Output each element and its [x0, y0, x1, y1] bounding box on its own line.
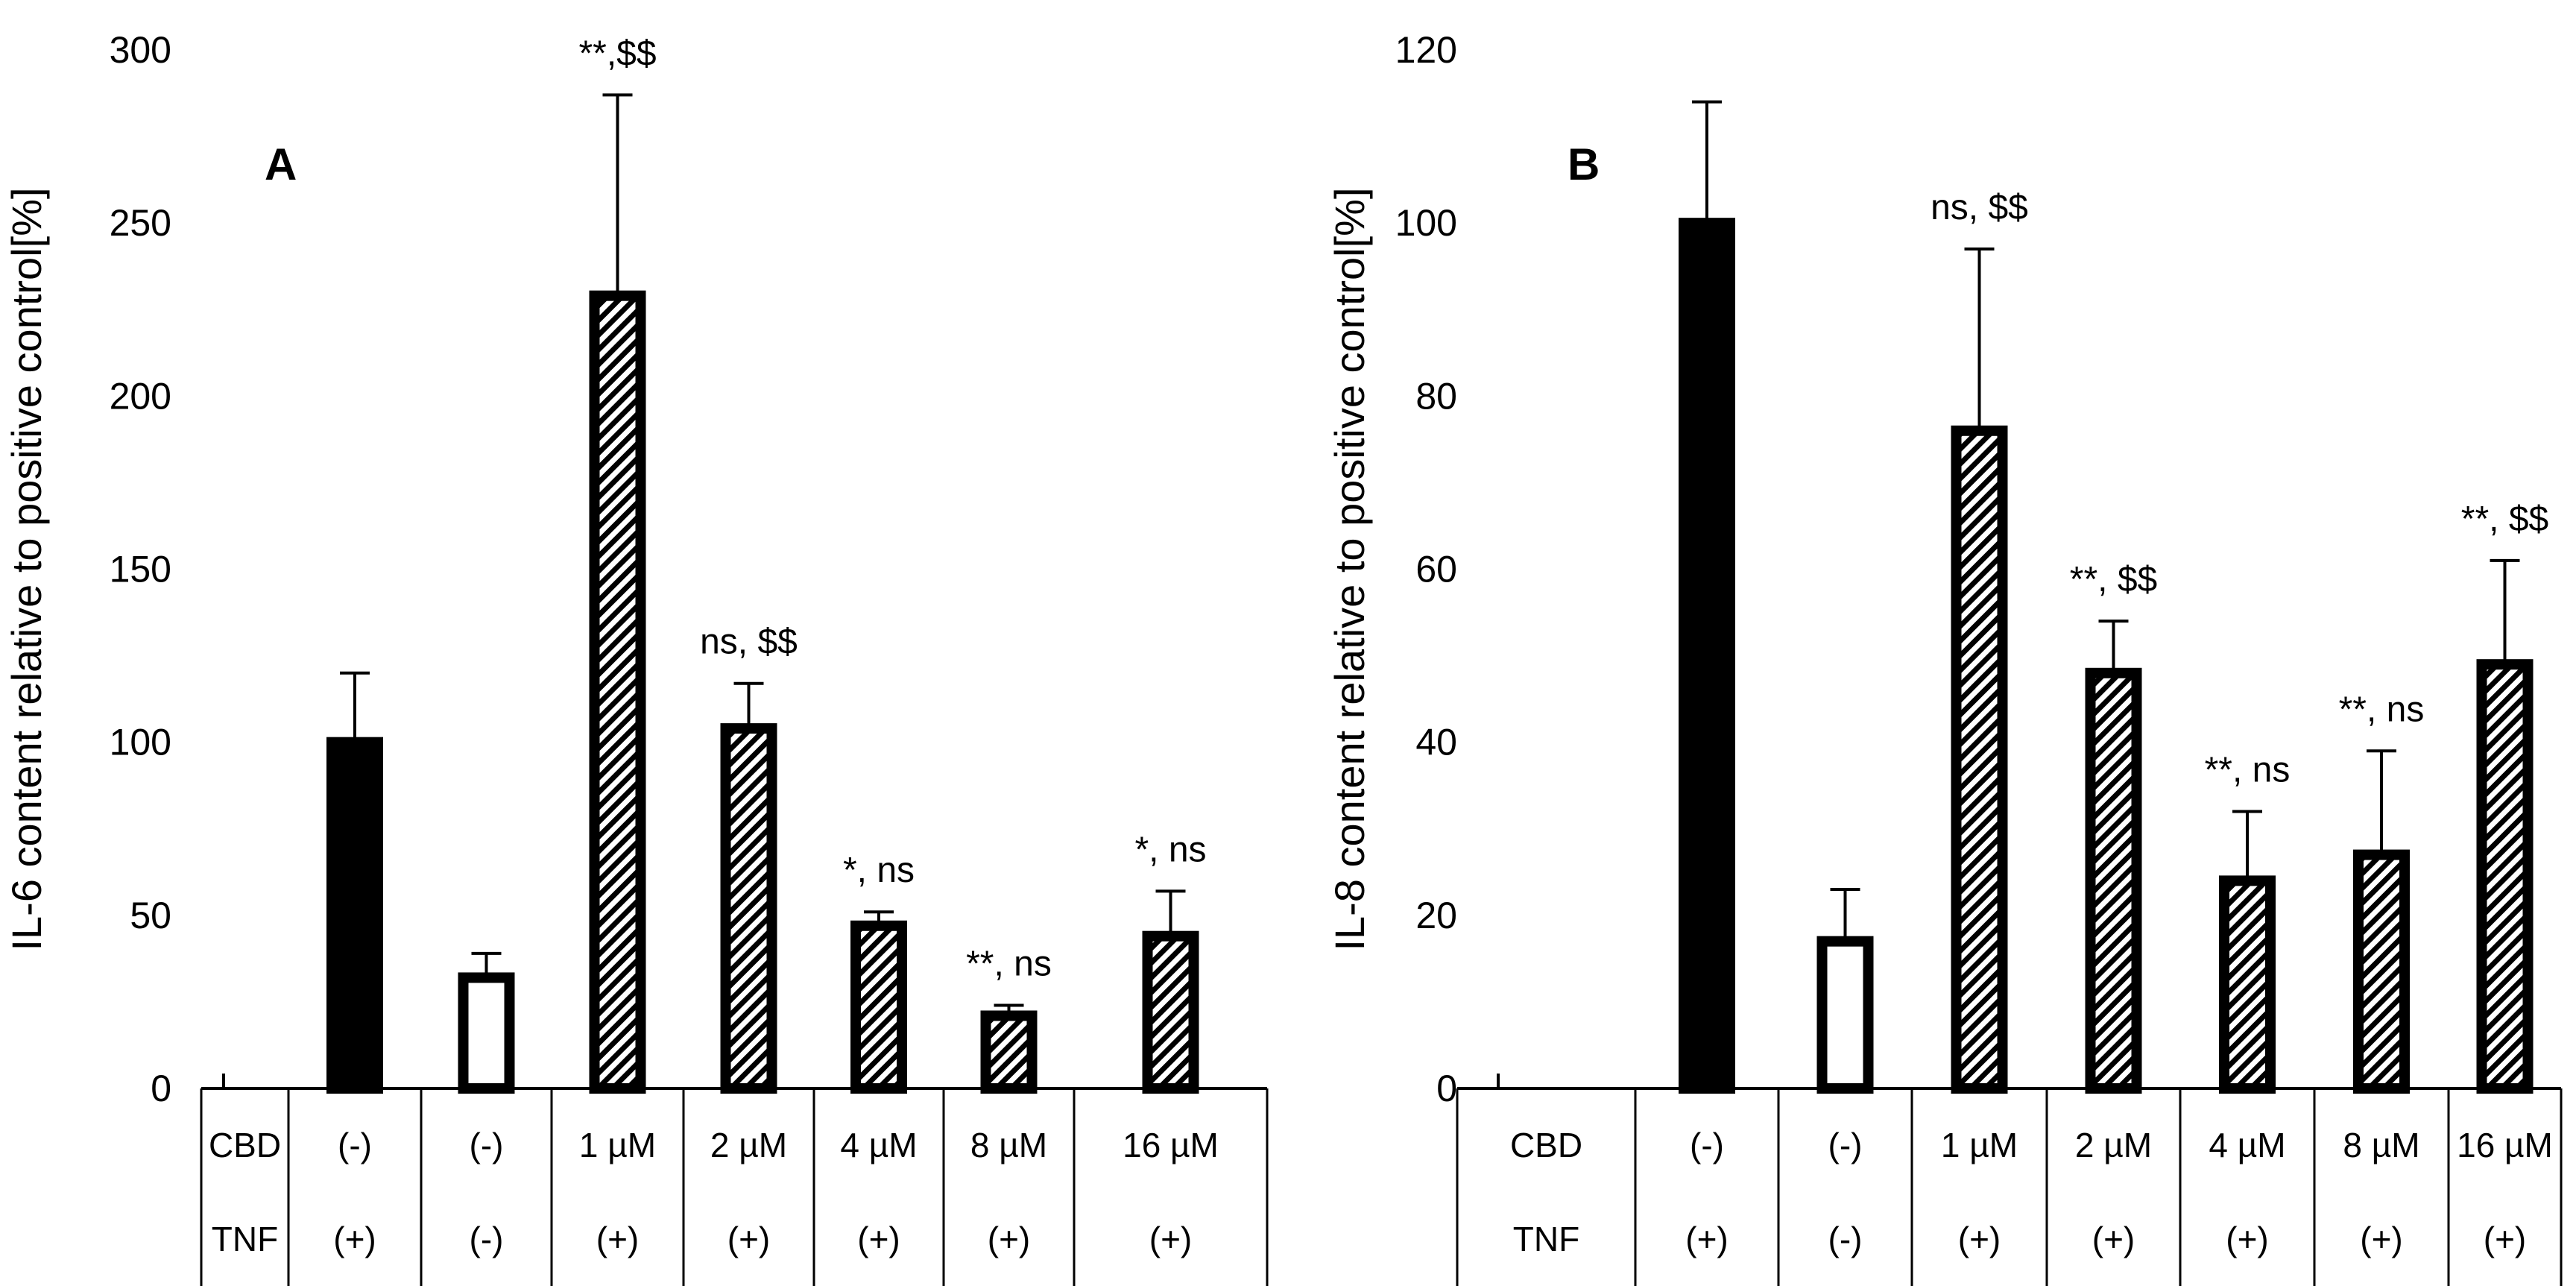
table-cell-tnf: (+): [727, 1220, 771, 1258]
panel-a-chart: 0 50 100 150 200 250 300 IL-6 content relative …: [3, 29, 1269, 1286]
significance-label: *, ns: [843, 851, 915, 890]
bar: [2219, 875, 2276, 1094]
table-row-label: CBD: [1510, 1126, 1582, 1164]
y-tick-label: 150: [110, 549, 171, 590]
table-cell-cbd: 8 µM: [970, 1126, 1047, 1164]
table-cell-tnf: (+): [596, 1220, 640, 1258]
bar: [1679, 218, 1735, 1094]
table-cell-tnf: (-): [1828, 1220, 1863, 1258]
y-tick-label: 60: [1415, 549, 1457, 590]
table-cell-cbd: (-): [470, 1126, 504, 1164]
y-tick-label: 80: [1415, 375, 1457, 417]
bar: [2085, 667, 2142, 1094]
table-cell-cbd: 1 µM: [1941, 1126, 2018, 1164]
y-axis-title: IL-6 content relative to positive contro…: [3, 187, 50, 951]
table-cell-cbd: 2 µM: [2075, 1126, 2152, 1164]
table-cell-cbd: 16 µM: [1123, 1126, 1219, 1164]
table-cell-cbd: 1 µM: [579, 1126, 656, 1164]
bar: [458, 972, 515, 1094]
y-tick-label: 100: [1395, 202, 1457, 244]
y-tick-label: 50: [130, 895, 171, 936]
table-cell-tnf: (+): [2484, 1220, 2527, 1258]
significance-label: **, $$: [2461, 499, 2548, 539]
bar: [850, 920, 907, 1094]
bar: [1951, 425, 2008, 1094]
panel-label: A: [265, 139, 297, 189]
bar: [2476, 659, 2534, 1094]
panel-label: B: [1568, 139, 1600, 189]
table-row-label: TNF: [1513, 1220, 1579, 1258]
table-cell-tnf: (-): [470, 1220, 504, 1258]
y-tick-label: 200: [110, 375, 171, 417]
table-cell-tnf: (+): [333, 1220, 376, 1258]
y-tick-label: 40: [1415, 722, 1457, 763]
table-cell-cbd: 2 µM: [710, 1126, 787, 1164]
y-tick-label: 300: [110, 29, 171, 71]
y-axis-title: IL-8 content relative to positive contro…: [1326, 187, 1373, 951]
significance-label: **, ns: [966, 945, 1052, 984]
bar: [720, 723, 777, 1094]
y-tick-label: 0: [151, 1068, 171, 1109]
table-cell-tnf: (+): [988, 1220, 1031, 1258]
significance-label: ns, $$: [700, 622, 798, 662]
bar: [1142, 930, 1199, 1094]
table-cell-cbd: (-): [338, 1126, 372, 1164]
y-tick-label: 120: [1395, 29, 1457, 71]
table-cell-tnf: (+): [2226, 1220, 2269, 1258]
table-cell-cbd: 16 µM: [2457, 1126, 2553, 1164]
table-cell-cbd: 4 µM: [2209, 1126, 2285, 1164]
table-cell-tnf: (+): [1958, 1220, 2001, 1258]
table-cell-cbd: 8 µM: [2343, 1126, 2419, 1164]
y-tick-label: 250: [110, 202, 171, 244]
table-row-label: TNF: [212, 1220, 278, 1258]
table-row-label: CBD: [209, 1126, 281, 1164]
significance-label: **, ns: [2205, 751, 2291, 790]
bar: [589, 290, 646, 1094]
panel-b-chart: 0 20 40 60 80 100 120 IL-8 content relative to …: [1326, 29, 2563, 1286]
table-cell-cbd: (-): [1690, 1126, 1724, 1164]
table-cell-cbd: (-): [1828, 1126, 1863, 1164]
significance-label: ns, $$: [1931, 188, 2028, 227]
table-cell-tnf: (+): [2092, 1220, 2135, 1258]
bar: [326, 737, 383, 1094]
y-tick-label: 0: [1436, 1068, 1457, 1109]
table-cell-tnf: (+): [1685, 1220, 1729, 1258]
table-cell-tnf: (+): [2360, 1220, 2403, 1258]
table-cell-tnf: (+): [857, 1220, 900, 1258]
significance-label: **, ns: [2339, 690, 2425, 729]
significance-label: **,$$: [578, 34, 656, 73]
significance-label: **, $$: [2070, 560, 2157, 599]
significance-label: *, ns: [1134, 830, 1206, 869]
y-tick-label: 100: [110, 722, 171, 763]
bar: [980, 1010, 1038, 1094]
bar: [2353, 849, 2410, 1094]
table-cell-tnf: (+): [1149, 1220, 1193, 1258]
bar: [1816, 936, 1874, 1094]
y-tick-label: 20: [1415, 895, 1457, 936]
table-cell-cbd: 4 µM: [840, 1126, 917, 1164]
